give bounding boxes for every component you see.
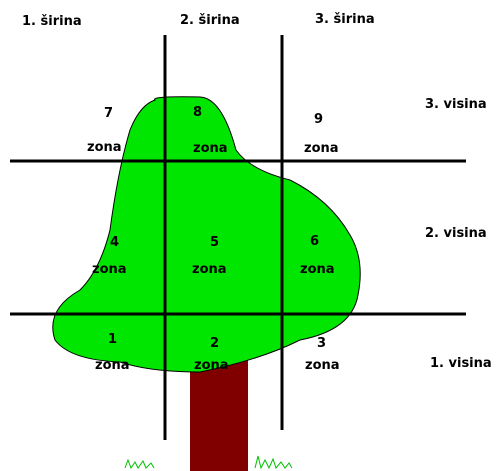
zone-number: 1 bbox=[108, 332, 117, 347]
zone-number: 8 bbox=[193, 105, 202, 120]
zone-label: zona bbox=[194, 358, 229, 373]
column-label: 2. širina bbox=[180, 13, 240, 28]
zone-label: zona bbox=[300, 262, 335, 277]
row-label: 3. visina bbox=[425, 97, 487, 112]
zone-label: zona bbox=[92, 262, 127, 277]
zone-label: zona bbox=[192, 262, 227, 277]
column-label: 3. širina bbox=[315, 12, 375, 27]
zone-number: 7 bbox=[104, 106, 113, 121]
zone-label: zona bbox=[87, 140, 122, 155]
zone-label: zona bbox=[95, 358, 130, 373]
row-label: 1. visina bbox=[430, 356, 492, 371]
zone-number: 4 bbox=[110, 235, 119, 250]
column-label: 1. širina bbox=[22, 14, 82, 29]
diagram: 1. širina 2. širina 3. širina 3. visina … bbox=[0, 0, 504, 471]
zone-number: 3 bbox=[317, 336, 326, 351]
zone-label: zona bbox=[305, 358, 340, 373]
zone-number: 5 bbox=[210, 235, 219, 250]
row-label: 2. visina bbox=[425, 226, 487, 241]
zone-number: 6 bbox=[310, 234, 319, 249]
zone-number: 9 bbox=[314, 112, 323, 127]
zone-label: zona bbox=[304, 141, 339, 156]
zone-label: zona bbox=[193, 141, 228, 156]
zone-number: 2 bbox=[210, 336, 219, 351]
